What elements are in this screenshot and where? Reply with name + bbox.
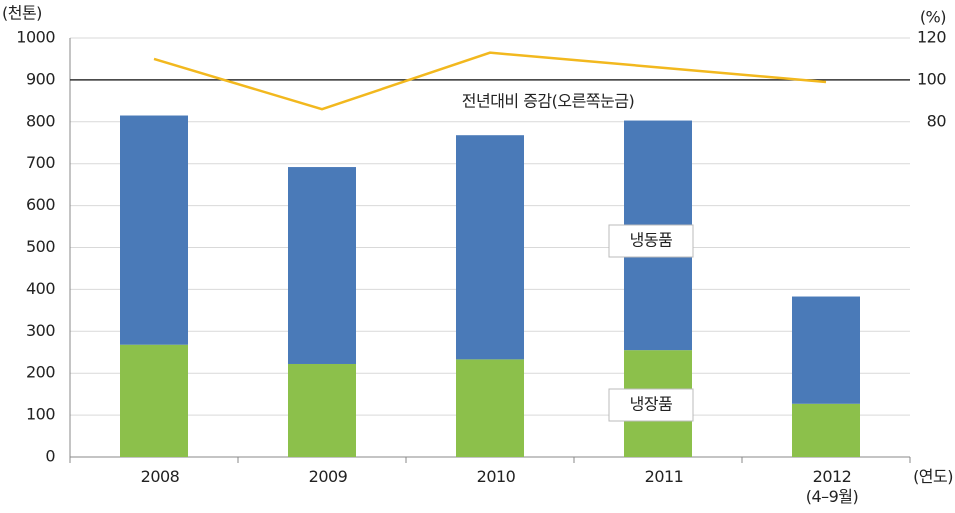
y-tick-label: 300 <box>26 321 55 340</box>
y-tick-label: 1000 <box>16 28 55 47</box>
y2-axis-label: (%) <box>920 8 946 27</box>
y2-tick-label: 120 <box>917 28 946 47</box>
x-tick-label: 2010 <box>476 467 516 486</box>
y-axis-label: (천톤) <box>2 4 42 23</box>
line-series <box>153 51 827 111</box>
bar-segment <box>120 344 188 457</box>
y2-tick-label: 80 <box>927 111 947 130</box>
bar-segment <box>120 115 188 345</box>
y-tick-label: 800 <box>26 111 55 130</box>
y-tick-label: 500 <box>26 237 55 256</box>
y2-tick-label: 100 <box>917 69 946 88</box>
y-tick-label: 200 <box>26 363 55 382</box>
x-tick-label: 2011 <box>644 467 684 486</box>
x-tick-label: 2009 <box>308 467 348 486</box>
series-label: 냉장품 <box>630 395 673 414</box>
series-label: 전년대비 증감(오른쪽눈금) <box>462 92 635 111</box>
x-tick-label: 2008 <box>140 467 180 486</box>
y-tick-label: 100 <box>26 405 55 424</box>
bar-segment <box>456 135 524 360</box>
bar-segment <box>792 296 860 404</box>
x-axis-label: (연도) <box>913 467 953 486</box>
label-box <box>608 224 694 258</box>
y-tick-label: 700 <box>26 153 55 172</box>
bar-segment <box>288 363 356 457</box>
series-label: 냉동품 <box>630 231 673 250</box>
y-tick-label: 400 <box>26 279 55 298</box>
y-tick-label: 600 <box>26 195 55 214</box>
bar-segment <box>792 403 860 457</box>
x-tick-label: 2012 (4–9월) <box>805 467 859 506</box>
y-tick-label: 900 <box>26 69 55 88</box>
bar-segment <box>456 359 524 457</box>
bar-segment <box>288 167 356 364</box>
y-tick-label: 0 <box>45 447 55 466</box>
label-box <box>608 388 694 422</box>
